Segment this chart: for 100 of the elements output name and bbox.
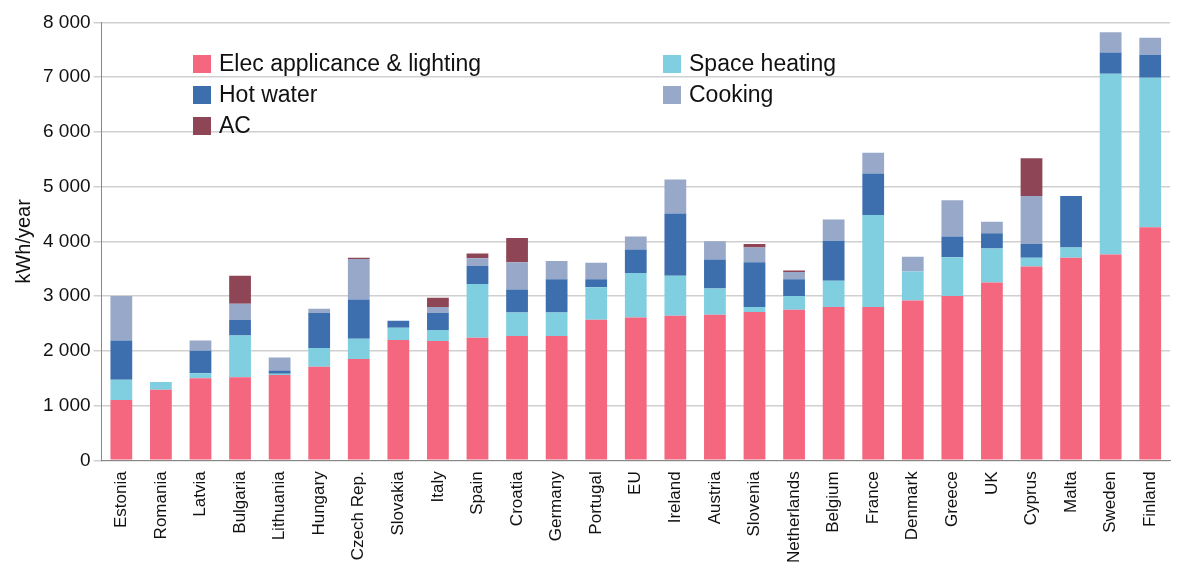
- bar: [427, 297, 449, 308]
- bar: [624, 236, 647, 250]
- bar: [1020, 257, 1043, 267]
- bar: [941, 257, 964, 297]
- x-tick-label: EU: [625, 471, 645, 495]
- x-tick-label: Romania: [150, 470, 170, 540]
- bar: [664, 315, 687, 460]
- y-tick-label: 3 000: [43, 284, 91, 306]
- bar: [704, 241, 726, 260]
- bar: [704, 288, 726, 315]
- bar: [347, 299, 370, 339]
- x-tick-label: Sweden: [1100, 471, 1120, 533]
- y-tick-label: 8 000: [43, 10, 91, 32]
- x-tick-label: Bulgaria: [229, 470, 249, 534]
- bar: [664, 275, 687, 316]
- y-tick-label: 6 000: [43, 120, 91, 142]
- bar: [585, 319, 608, 460]
- bar: [783, 309, 805, 460]
- bar: [822, 280, 845, 308]
- bar: [189, 378, 212, 460]
- bar: [1099, 32, 1122, 53]
- bar: [941, 296, 964, 460]
- bar: [704, 314, 726, 460]
- bar: [1020, 266, 1043, 460]
- bar: [387, 339, 410, 460]
- bar: [545, 279, 568, 313]
- bar: [1139, 37, 1162, 55]
- y-tick-label: 7 000: [43, 65, 91, 87]
- y-tick-label: 4 000: [43, 229, 91, 251]
- bar: [624, 317, 647, 460]
- bar: [783, 279, 805, 297]
- bar: [308, 366, 331, 460]
- y-tick-label: 1 000: [43, 393, 91, 415]
- bar: [585, 262, 608, 280]
- legend-label: Cooking: [689, 81, 774, 108]
- bar: [110, 400, 133, 460]
- bar: [506, 238, 528, 263]
- x-tick-label: Czech Rep.: [348, 471, 368, 561]
- bar: [1020, 244, 1043, 258]
- bar: [981, 233, 1003, 249]
- bar: [229, 275, 251, 304]
- bar: [941, 236, 964, 258]
- bar: [783, 296, 805, 310]
- bar: [1139, 77, 1162, 228]
- bar: [1060, 247, 1082, 258]
- bar: [229, 377, 251, 460]
- bar: [506, 262, 528, 290]
- bar: [268, 374, 291, 460]
- bar: [624, 249, 647, 274]
- bar: [862, 215, 885, 308]
- bar: [387, 320, 410, 328]
- bar: [862, 152, 885, 174]
- bar: [783, 272, 805, 280]
- bar: [427, 341, 449, 460]
- x-tick-label: Lithuania: [269, 470, 289, 541]
- bar: [585, 279, 608, 288]
- bar: [743, 262, 766, 308]
- bar: [862, 307, 885, 460]
- bar: [822, 307, 845, 460]
- bar: [387, 327, 410, 340]
- bar: [1060, 257, 1082, 460]
- bar: [981, 221, 1003, 234]
- bar: [743, 311, 766, 460]
- x-tick-label: Germany: [546, 470, 566, 542]
- x-tick-label: Slovenia: [744, 470, 764, 537]
- bar: [229, 335, 251, 378]
- x-tick-label: Croatia: [506, 470, 526, 527]
- bar: [308, 313, 331, 349]
- bar: [585, 287, 608, 320]
- bar: [624, 273, 647, 318]
- bar: [1099, 52, 1122, 74]
- bar: [1099, 254, 1122, 460]
- bar: [150, 389, 172, 460]
- x-tick-label: Austria: [704, 470, 724, 525]
- legend-label: AC: [219, 112, 251, 139]
- bar: [743, 247, 766, 263]
- bar: [308, 348, 331, 367]
- bar: [506, 289, 528, 313]
- bar: [1139, 227, 1162, 460]
- bar: [466, 284, 489, 338]
- bar: [308, 308, 331, 314]
- bar: [427, 307, 449, 314]
- bar: [466, 258, 489, 266]
- bar: [901, 256, 924, 272]
- legend-label: Space heating: [689, 50, 837, 77]
- y-tick-label: 2 000: [43, 339, 91, 361]
- bar: [901, 271, 924, 301]
- bar: [229, 303, 251, 320]
- x-tick-label: UK: [981, 470, 1001, 495]
- bar: [1060, 195, 1082, 248]
- bar: [466, 337, 489, 460]
- bar: [545, 312, 568, 337]
- y-axis-title: kWh/year: [11, 198, 34, 284]
- bar: [506, 312, 528, 337]
- bar: [743, 307, 766, 312]
- bar: [189, 373, 212, 379]
- x-tick-label: Belgium: [823, 471, 843, 533]
- bar: [427, 313, 449, 331]
- bar: [545, 261, 568, 280]
- bar: [466, 266, 489, 285]
